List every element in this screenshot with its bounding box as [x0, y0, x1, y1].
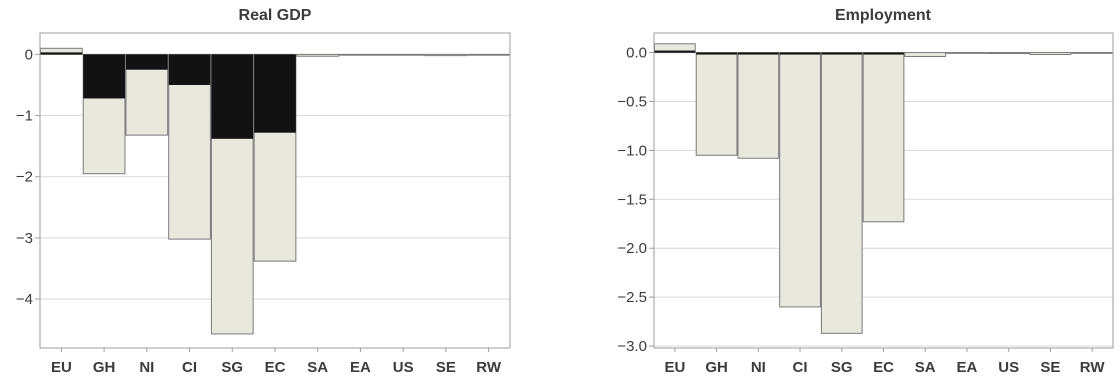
employment-x-tick-label: SA: [915, 359, 936, 376]
gdp-x-tick-label: SG: [221, 359, 243, 376]
gdp-bar-total-se: [424, 53, 468, 57]
gdp-plot-frame: [39, 32, 511, 349]
real-gdp-chart-svg: Real GDP 0 −1 −2 −3 −4 EU GH NI CI SG EC SA EA US SE RW: [16, 7, 511, 376]
employment-bar-total-sa: [904, 52, 947, 57]
gdp-bar-dark-sg: [211, 54, 254, 139]
employment-x-tick-label: NI: [751, 359, 766, 376]
employment-bar-total-rw: [1071, 52, 1114, 54]
employment-bar-dark-ci: [779, 52, 821, 55]
employment-bar-dark-gh: [696, 52, 737, 55]
employment-plot-frame: [653, 32, 1114, 349]
employment-chart-svg: Employment 0.0 −0.5 −1.0 −1.5 −2.0 −2.5 −3.0 EU G…: [617, 7, 1114, 376]
employment-y-tick-label: −0.5: [617, 93, 647, 110]
employment-bar-total-ni: [737, 52, 780, 159]
employment-x-tick-label: CI: [793, 359, 808, 376]
gdp-x-tick-label: RW: [476, 359, 502, 376]
employment-x-tick-label: EU: [664, 359, 685, 376]
gdp-x-tick-label: SE: [436, 359, 456, 376]
employment-y-tick-label: −3.0: [617, 338, 647, 355]
employment-bar-dark-ni: [737, 52, 779, 55]
employment-x-tick-label: EA: [957, 359, 978, 376]
employment-y-tick-label: −1.5: [617, 191, 647, 208]
employment-bar-dark-sg: [821, 52, 863, 55]
employment-y-tick-label: −1.0: [617, 142, 647, 159]
employment-bar-total-sg: [820, 52, 863, 334]
gdp-bar-dark-ec: [254, 54, 296, 133]
gdp-x-tick-label: GH: [93, 359, 116, 376]
employment-bar-total-ec: [862, 52, 905, 223]
real-gdp-chart: Real GDP 0 −1 −2 −3 −4 EU GH NI CI SG EC SA EA US SE RW: [0, 0, 540, 379]
gdp-y-tick-label: 0: [25, 46, 33, 63]
employment-y-tick-label: −2.5: [617, 289, 647, 306]
employment-x-tick-label: EC: [873, 359, 894, 376]
employment-chart: Employment 0.0 −0.5 −1.0 −1.5 −2.0 −2.5 −3.0 EU G…: [580, 0, 1120, 379]
employment-x-tick-label: RW: [1080, 359, 1106, 376]
employment-y-tick-label: 0.0: [626, 45, 647, 62]
gdp-x-tick-label: NI: [139, 359, 154, 376]
employment-bar-total-gh: [695, 52, 738, 156]
gdp-chart-title: Real GDP: [239, 7, 312, 24]
gdp-y-tick-label: −4: [16, 291, 33, 308]
gdp-bar-total-ea: [339, 53, 382, 56]
gdp-x-tick-label: EC: [265, 359, 286, 376]
gdp-bar-total-rw: [467, 53, 511, 56]
gdp-bar-dark-ni: [125, 54, 168, 70]
gdp-x-tick-label: US: [393, 359, 414, 376]
gdp-bar-total-sa: [296, 53, 340, 57]
gdp-bar-total-us: [381, 53, 425, 56]
gdp-y-tick-label: −1: [16, 108, 33, 125]
gdp-bar-dark-gh: [83, 54, 125, 99]
gdp-bar-dark-ci: [168, 54, 211, 85]
gdp-x-tick-label: CI: [182, 359, 197, 376]
gdp-y-tick-label: −2: [16, 169, 33, 186]
gdp-x-tick-label: EU: [51, 359, 72, 376]
gdp-x-tick-label: SA: [307, 359, 328, 376]
employment-bar-total-ci: [779, 52, 821, 308]
employment-bar-dark-ec: [863, 52, 904, 55]
employment-bar-total-ea: [946, 52, 988, 54]
employment-y-tick-label: −2.0: [617, 240, 647, 257]
gdp-bar-total-ci: [168, 53, 211, 240]
gdp-y-tick-label: −3: [16, 230, 33, 247]
employment-x-tick-label: SG: [831, 359, 853, 376]
employment-x-tick-label: SE: [1040, 359, 1060, 376]
gdp-bar-dark-eu: [40, 52, 83, 55]
gdp-x-tick-label: EA: [350, 359, 371, 376]
employment-bar-dark-eu: [654, 50, 696, 53]
employment-bar-total-se: [1029, 52, 1072, 56]
employment-x-tick-label: GH: [705, 359, 728, 376]
employment-bar-total-us: [987, 52, 1030, 55]
employment-chart-title: Employment: [835, 7, 932, 24]
employment-x-tick-label: US: [998, 359, 1019, 376]
